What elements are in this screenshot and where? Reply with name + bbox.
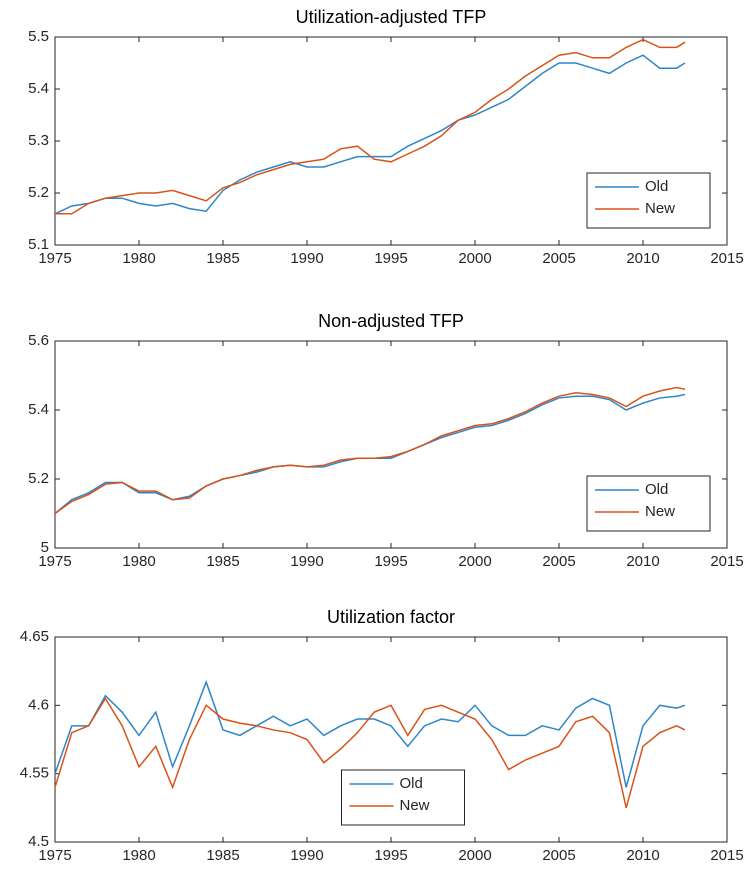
x-tick-label: 1990 bbox=[290, 553, 323, 570]
y-tick-label: 5.1 bbox=[28, 236, 49, 253]
series-line bbox=[54, 386, 686, 515]
series-line bbox=[55, 38, 686, 215]
x-tick-label: 2010 bbox=[626, 250, 659, 267]
x-tick-label: 1980 bbox=[122, 847, 155, 864]
x-tick-label: 1975 bbox=[38, 250, 71, 267]
legend: Old New bbox=[586, 475, 711, 532]
legend: Old New bbox=[586, 172, 711, 229]
x-tick-label: 2015 bbox=[710, 847, 743, 864]
y-tick-label: 4.55 bbox=[20, 765, 49, 782]
legend-box bbox=[586, 172, 711, 229]
x-tick-label: 1985 bbox=[206, 250, 239, 267]
x-tick-label: 1985 bbox=[206, 847, 239, 864]
chart-title: Utilization factor bbox=[327, 607, 455, 627]
x-tick-label: 2000 bbox=[458, 553, 491, 570]
x-tick-label: 2005 bbox=[542, 250, 575, 267]
y-tick-label: 5.4 bbox=[28, 401, 49, 418]
y-tick-label: 4.5 bbox=[28, 833, 49, 850]
chart-title: Utilization-adjusted TFP bbox=[296, 7, 487, 27]
y-tick-label: 5.2 bbox=[28, 470, 49, 487]
y-tick-label: 5.5 bbox=[28, 28, 49, 45]
legend-label: New bbox=[400, 797, 430, 814]
x-tick-label: 1995 bbox=[374, 847, 407, 864]
legend-box bbox=[586, 475, 711, 532]
x-tick-label: 2005 bbox=[542, 553, 575, 570]
x-tick-label: 2010 bbox=[626, 847, 659, 864]
x-tick-label: 2005 bbox=[542, 847, 575, 864]
x-tick-label: 2010 bbox=[626, 553, 659, 570]
series-line bbox=[54, 679, 686, 788]
y-tick-label: 5.6 bbox=[28, 332, 49, 349]
legend-label: New bbox=[645, 503, 675, 520]
subplot: Non-adjusted TFP 5 5.2 5.4 5.6 1975 1980 1985 19… bbox=[28, 311, 744, 570]
y-tick-label: 5 bbox=[41, 539, 49, 556]
y-tick-label: 5.4 bbox=[28, 80, 49, 97]
chart-title: Non-adjusted TFP bbox=[318, 311, 464, 331]
legend-label: Old bbox=[645, 178, 668, 195]
y-tick-label: 5.3 bbox=[28, 132, 49, 149]
legend-label: Old bbox=[645, 481, 668, 498]
x-tick-label: 2015 bbox=[710, 250, 743, 267]
legend-label: New bbox=[645, 200, 675, 217]
x-tick-label: 1980 bbox=[122, 250, 155, 267]
x-tick-label: 1980 bbox=[122, 553, 155, 570]
x-tick-label: 1990 bbox=[290, 250, 323, 267]
x-tick-label: 1985 bbox=[206, 553, 239, 570]
y-tick-label: 4.65 bbox=[20, 628, 49, 645]
x-tick-label: 2015 bbox=[710, 553, 743, 570]
x-tick-label: 1975 bbox=[38, 553, 71, 570]
x-tick-label: 2000 bbox=[458, 847, 491, 864]
y-tick-label: 4.6 bbox=[28, 696, 49, 713]
x-tick-label: 1975 bbox=[38, 847, 71, 864]
x-tick-label: 2000 bbox=[458, 250, 491, 267]
x-tick-label: 1990 bbox=[290, 847, 323, 864]
x-tick-label: 1995 bbox=[374, 553, 407, 570]
series-line bbox=[54, 697, 686, 809]
subplot: Utilization factor 4.5 4.55 4.6 4.65 1975 1980… bbox=[20, 607, 744, 864]
y-tick-label: 5.2 bbox=[28, 184, 49, 201]
subplot: Utilization-adjusted TFP 5.1 5.2 5.3 5.4 5.5 1… bbox=[28, 7, 744, 267]
x-tick-label: 1995 bbox=[374, 250, 407, 267]
legend-box bbox=[341, 769, 465, 826]
legend-label: Old bbox=[400, 775, 423, 792]
legend: Old New bbox=[341, 769, 465, 826]
series-line bbox=[54, 54, 686, 215]
